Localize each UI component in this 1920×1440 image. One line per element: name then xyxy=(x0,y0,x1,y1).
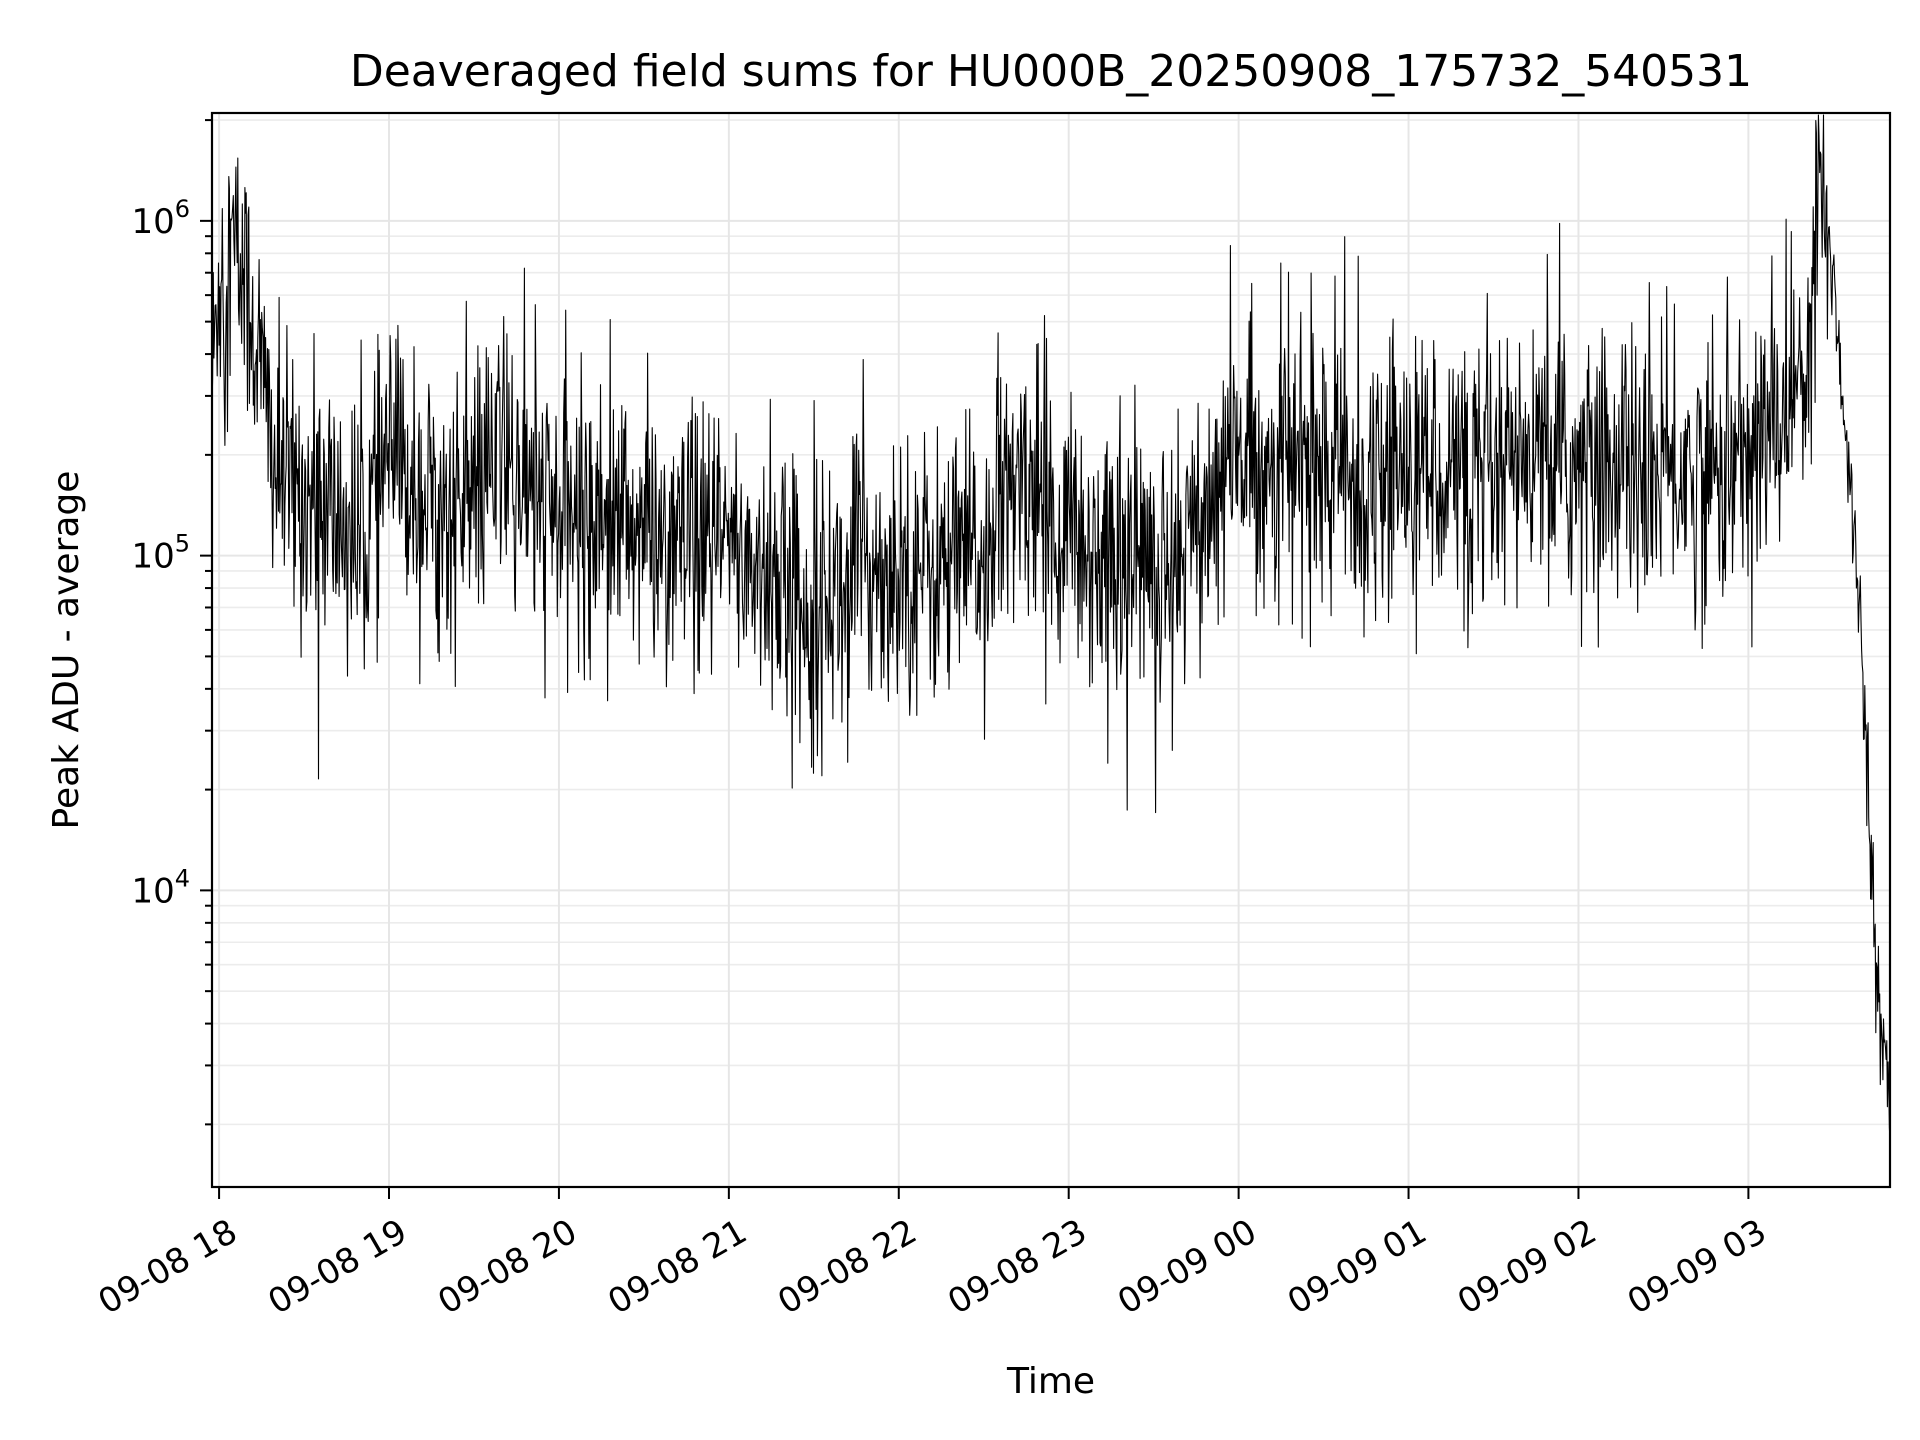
x-tick-label: 09-08 23 xyxy=(941,1212,1093,1323)
x-tick-label: 09-08 21 xyxy=(601,1212,753,1323)
x-tick-label: 09-08 22 xyxy=(771,1212,923,1323)
x-tick-label: 09-08 19 xyxy=(262,1212,414,1323)
x-tick-label: 09-08 20 xyxy=(431,1212,583,1323)
y-tick-label: 105 xyxy=(131,530,190,577)
chart-title: Deaveraged field sums for HU000B_2025090… xyxy=(350,46,1752,97)
x-axis-ticks: 09-08 18 09-08 19 09-08 20 09-08 21 09-08 22… xyxy=(92,1187,1773,1323)
x-tick-label: 09-09 01 xyxy=(1281,1212,1433,1323)
x-tick-label: 09-09 00 xyxy=(1111,1212,1263,1323)
y-tick-label: 106 xyxy=(131,195,190,242)
plot-frame xyxy=(210,111,1892,1189)
y-axis-label: Peak ADU - average xyxy=(46,471,87,830)
series-layer xyxy=(211,114,1891,1141)
x-tick-label: 09-08 18 xyxy=(92,1212,244,1323)
x-tick-label: 09-09 02 xyxy=(1451,1212,1603,1323)
x-axis-label: Time xyxy=(1006,1361,1095,1402)
grid xyxy=(212,113,1890,1187)
series-line xyxy=(211,114,1891,1141)
y-tick-label: 104 xyxy=(131,864,190,911)
x-tick-label: 09-09 03 xyxy=(1621,1212,1773,1323)
y-axis-ticks: 104 105 106 xyxy=(131,119,212,1126)
